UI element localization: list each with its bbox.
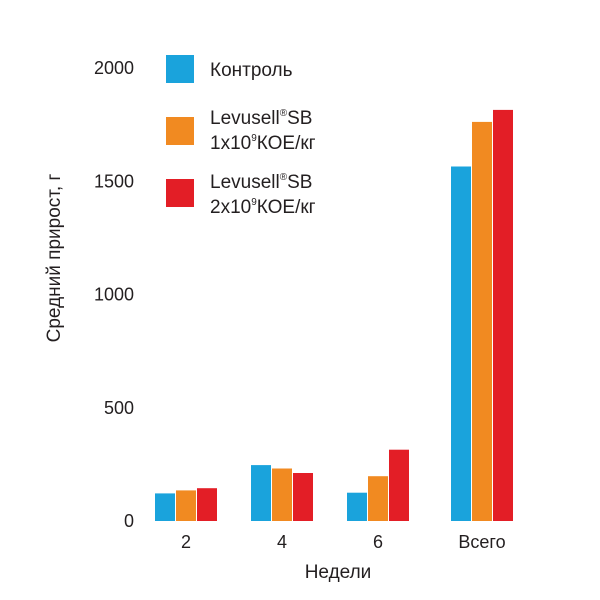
bars [155, 109, 513, 522]
x-tick-label: Всего [458, 532, 505, 552]
bar-series-0-cat-2 [347, 492, 367, 521]
y-axis-title: Средний прирост, г [44, 174, 65, 343]
bar-series-0-cat-0 [155, 493, 175, 521]
bar-series-1-cat-2 [368, 476, 388, 521]
legend-label-levusell-1x10-9-line1: Levusell®SB [210, 108, 312, 129]
bar-series-2-cat-3 [493, 109, 513, 522]
legend-label-control: Контроль [210, 60, 293, 81]
x-tick-label: 4 [277, 532, 287, 552]
y-axis-ticks: 0 500 1000 1500 2000 [94, 58, 134, 531]
bar-series-2-cat-1 [293, 473, 313, 521]
x-axis-ticks: 2 4 6 Всего [181, 532, 506, 552]
legend-item-control: Контроль [166, 55, 293, 83]
x-tick-label: 6 [373, 532, 383, 552]
bar-series-1-cat-3 [472, 121, 492, 522]
legend-item-levusell-1x10-9: Levusell®SB 1x109КОЕ/кг [166, 108, 316, 154]
y-tick-label: 500 [104, 398, 134, 418]
bar-series-2-cat-2 [389, 449, 409, 521]
legend-swatch-levusell-1x10-9 [166, 117, 194, 145]
bar-series-1-cat-1 [272, 468, 292, 521]
legend-swatch-control [166, 55, 194, 83]
legend-swatch-levusell-2x10-9 [166, 179, 194, 207]
legend: Контроль Levusell®SB 1x109КОЕ/кг Levusel… [166, 55, 316, 218]
bar-series-2-cat-0 [197, 488, 217, 521]
y-tick-label: 0 [124, 511, 134, 531]
legend-label-levusell-2x10-9-line1: Levusell®SB [210, 172, 312, 193]
x-tick-label: 2 [181, 532, 191, 552]
y-tick-label: 1000 [94, 285, 134, 305]
legend-label-levusell-1x10-9-line2: 1x109КОЕ/кг [210, 133, 316, 154]
bar-series-0-cat-1 [251, 465, 271, 521]
y-tick-label: 1500 [94, 171, 134, 191]
legend-item-levusell-2x10-9: Levusell®SB 2x109КОЕ/кг [166, 172, 316, 218]
y-tick-label: 2000 [94, 58, 134, 78]
bar-series-0-cat-3 [451, 166, 471, 521]
bar-series-1-cat-0 [176, 490, 196, 521]
legend-label-levusell-2x10-9-line2: 2x109КОЕ/кг [210, 197, 316, 218]
x-axis-title: Недели [305, 562, 372, 583]
